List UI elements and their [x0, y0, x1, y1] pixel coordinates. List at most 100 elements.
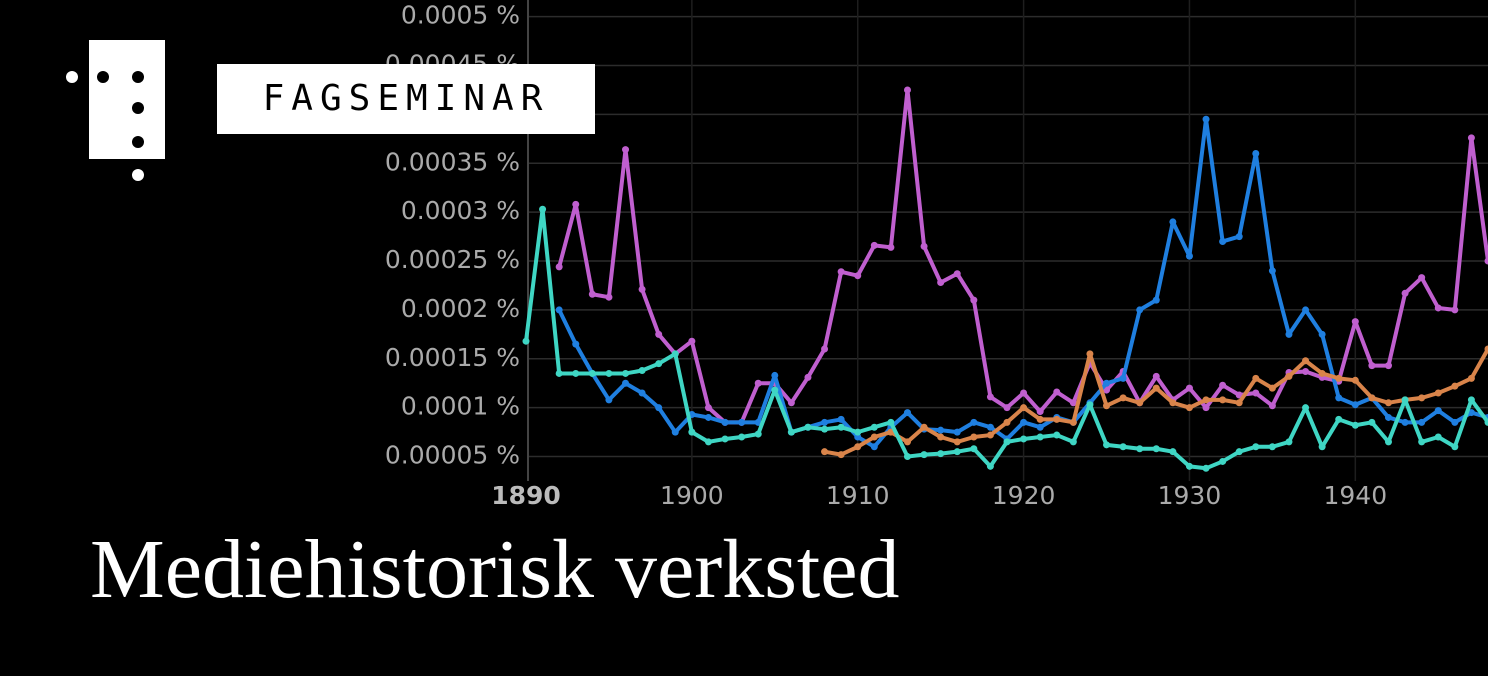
data-point — [1451, 306, 1459, 314]
data-point — [1401, 418, 1409, 426]
data-point — [1003, 418, 1011, 426]
data-point — [1302, 404, 1310, 412]
data-point — [1003, 438, 1011, 446]
data-point — [986, 423, 994, 431]
data-point — [522, 337, 530, 345]
data-point — [1434, 389, 1442, 397]
data-point — [1069, 418, 1077, 426]
data-point — [704, 438, 712, 446]
data-point — [887, 418, 895, 426]
data-point — [1219, 457, 1227, 465]
data-point — [821, 448, 829, 456]
data-point — [1119, 443, 1127, 451]
data-point — [1268, 384, 1276, 392]
data-point — [638, 367, 646, 375]
data-point — [821, 345, 829, 353]
data-point — [1036, 408, 1044, 416]
data-point — [1434, 433, 1442, 441]
data-point — [854, 428, 862, 436]
data-point — [1069, 438, 1077, 446]
data-point — [837, 415, 845, 423]
data-point — [555, 263, 563, 271]
data-point — [1235, 399, 1243, 407]
data-point — [1335, 415, 1343, 423]
data-point — [1202, 404, 1210, 412]
data-point — [1235, 233, 1243, 241]
data-point — [1103, 379, 1111, 387]
data-point — [555, 369, 563, 377]
data-point — [1484, 418, 1488, 426]
data-point — [1020, 435, 1028, 443]
data-point — [1053, 388, 1061, 396]
data-point — [903, 409, 911, 417]
data-point — [1434, 304, 1442, 312]
data-point — [804, 423, 812, 431]
data-point — [622, 369, 630, 377]
data-point — [854, 272, 862, 280]
y-tick-label: 0.0003 % — [401, 196, 520, 225]
data-point — [1219, 396, 1227, 404]
x-tick-label: 1910 — [826, 481, 890, 510]
data-point — [1069, 399, 1077, 407]
data-point — [572, 369, 580, 377]
data-point — [1202, 396, 1210, 404]
data-point — [821, 418, 829, 426]
x-tick-label: 1930 — [1158, 481, 1222, 510]
data-point — [1136, 306, 1144, 314]
data-point — [704, 404, 712, 412]
data-point — [754, 379, 762, 387]
data-point — [920, 242, 928, 250]
data-point — [1467, 134, 1475, 142]
data-point — [787, 428, 795, 436]
data-point — [1268, 443, 1276, 451]
data-point — [605, 293, 613, 301]
data-point — [1467, 374, 1475, 382]
data-point — [1020, 418, 1028, 426]
data-point — [804, 373, 812, 381]
data-point — [837, 268, 845, 276]
data-point — [721, 418, 729, 426]
data-point — [953, 270, 961, 278]
data-point — [1384, 362, 1392, 370]
x-tick-label: 1940 — [1323, 481, 1387, 510]
y-tick-label: 0.00015 % — [385, 343, 520, 372]
data-point — [704, 413, 712, 421]
data-point — [837, 423, 845, 431]
data-point — [970, 445, 978, 453]
data-point — [1418, 438, 1426, 446]
data-point — [1318, 330, 1326, 338]
y-tick-label: 0.00005 % — [385, 441, 520, 470]
data-point — [1152, 372, 1160, 380]
data-point — [1136, 399, 1144, 407]
data-point — [1152, 384, 1160, 392]
y-tick-label: 0.00035 % — [385, 147, 520, 176]
data-point — [887, 243, 895, 251]
data-point — [903, 86, 911, 94]
data-point — [821, 425, 829, 433]
data-point — [986, 462, 994, 470]
data-point — [1119, 394, 1127, 402]
data-point — [588, 290, 596, 298]
data-point — [970, 418, 978, 426]
data-point — [1302, 306, 1310, 314]
data-point — [870, 443, 878, 451]
data-point — [1351, 421, 1359, 429]
data-point — [920, 423, 928, 431]
data-point — [1401, 289, 1409, 297]
data-point — [1434, 407, 1442, 415]
data-point — [854, 443, 862, 451]
data-point — [1418, 274, 1426, 282]
data-point — [1384, 399, 1392, 407]
data-point — [1036, 433, 1044, 441]
data-point — [1219, 381, 1227, 389]
data-point — [1086, 401, 1094, 409]
data-point — [1185, 404, 1193, 412]
data-point — [738, 433, 746, 441]
data-point — [870, 423, 878, 431]
data-point — [622, 379, 630, 387]
y-tick-label: 0.0005 % — [401, 1, 520, 30]
data-point — [1384, 413, 1392, 421]
x-tick-label: 1920 — [992, 481, 1056, 510]
data-point — [1268, 267, 1276, 275]
